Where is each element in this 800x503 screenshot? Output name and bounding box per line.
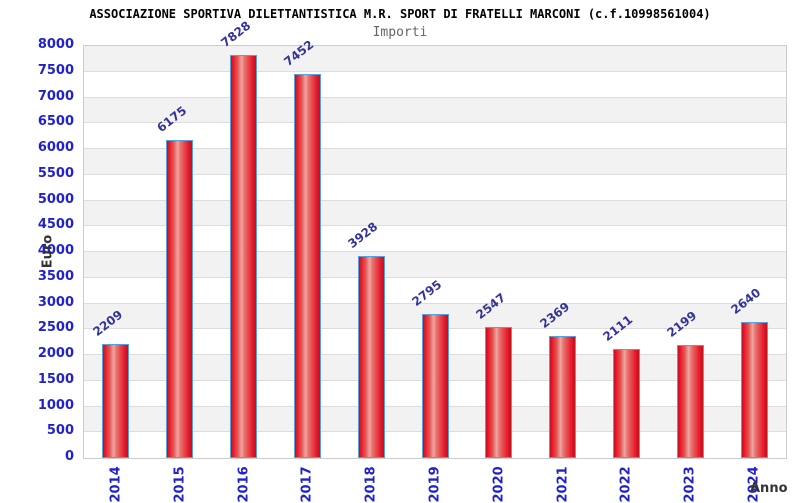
gridline: [84, 199, 786, 201]
y-axis-title: Euro: [40, 234, 56, 269]
y-tick-label: 2500: [37, 320, 74, 336]
bar-2021: [549, 336, 577, 458]
gridline: [84, 276, 786, 278]
bar-2017: [293, 74, 321, 458]
y-tick-label: 1000: [37, 397, 74, 413]
gridline: [84, 225, 786, 227]
bar-2024: [740, 322, 768, 458]
x-tick-label-2015: 2015: [172, 466, 188, 503]
x-tick-label-2018: 2018: [363, 466, 379, 503]
y-tick-label: 3500: [37, 268, 74, 284]
bar-2015: [166, 140, 194, 458]
gridline: [84, 70, 786, 72]
y-tick-label: 1500: [37, 371, 74, 387]
y-tick-label: 6000: [37, 140, 74, 155]
bar-2016: [230, 55, 258, 458]
gridline: [84, 148, 786, 149]
chart-subtitle: Importi: [372, 25, 428, 40]
y-tick-label: 5000: [37, 191, 74, 207]
band-row: [84, 226, 786, 252]
band-row: [84, 277, 786, 304]
band-row: [84, 123, 786, 149]
gridline: [84, 302, 786, 304]
band-row: [84, 46, 786, 72]
gridline: [84, 251, 786, 252]
y-tick-label: 7000: [37, 88, 74, 104]
chart-title: ASSOCIAZIONE SPORTIVA DILETTANTISTICA M.…: [89, 7, 711, 21]
x-axis-title: Anno: [750, 481, 788, 496]
gridline: [84, 122, 786, 124]
y-tick-label: 4500: [37, 217, 74, 233]
x-tick-label-2020: 2020: [491, 466, 507, 503]
x-tick-label-2014: 2014: [108, 466, 124, 503]
x-tick-label-2023: 2023: [682, 466, 698, 503]
gridline: [84, 173, 786, 175]
x-tick-label-2019: 2019: [427, 466, 443, 503]
bar-2014: [102, 344, 130, 458]
band-row: [84, 149, 786, 175]
x-tick-label-2021: 2021: [555, 466, 571, 503]
y-tick-label: 7500: [37, 62, 74, 78]
band-row: [84, 200, 786, 227]
y-tick-label: 3000: [37, 294, 74, 310]
x-tick-label-2016: 2016: [236, 466, 252, 503]
y-tick-label: 4000: [37, 243, 74, 258]
y-tick-label: 2000: [37, 346, 74, 361]
plot-area: 2209 6175 7828 7452 3928 2795 2547 2369 2111 2199…: [83, 18, 787, 459]
bar-2018: [357, 256, 385, 458]
band-row: [84, 71, 786, 98]
y-tick-label: 6500: [37, 114, 74, 130]
x-tick-label-2022: 2022: [618, 466, 634, 503]
y-tick-label: 0: [64, 449, 74, 464]
bar-2020: [485, 327, 513, 458]
band-row: [84, 97, 786, 124]
bar-2019: [421, 314, 449, 458]
gridline: [84, 96, 786, 98]
x-tick-label-2017: 2017: [299, 466, 315, 503]
y-tick-label: 8000: [37, 37, 74, 52]
bar-2022: [612, 349, 640, 458]
bar-2023: [676, 345, 704, 458]
band-row: [84, 252, 786, 278]
y-tick-label: 500: [46, 423, 74, 439]
band-row: [84, 174, 786, 201]
y-tick-label: 5500: [37, 165, 74, 181]
